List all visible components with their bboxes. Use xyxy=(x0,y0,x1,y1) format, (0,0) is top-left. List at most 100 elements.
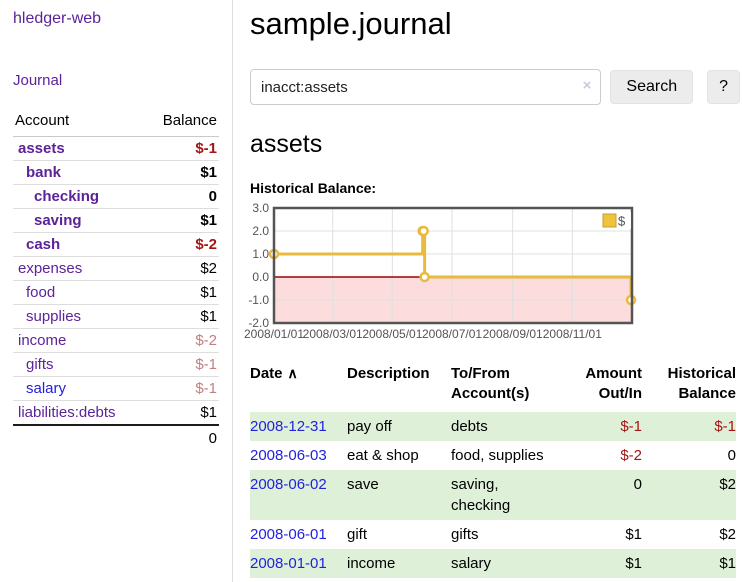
clear-search-icon[interactable]: × xyxy=(582,77,592,94)
register-balance: $-1 xyxy=(714,417,736,435)
account-heading: assets xyxy=(250,130,323,158)
app-title-link[interactable]: hledger-web xyxy=(13,10,102,27)
svg-text:0.0: 0.0 xyxy=(252,270,269,284)
account-row: assets $-1 xyxy=(13,137,219,161)
register-amount: $-2 xyxy=(620,446,642,464)
register-date-link[interactable]: 2008-12-31 xyxy=(250,417,327,435)
register-amount: $1 xyxy=(625,525,642,543)
register-amount: 0 xyxy=(633,475,642,493)
register-row: 2008-06-01 gift gifts $1 $2 xyxy=(250,520,736,549)
svg-text:3.0: 3.0 xyxy=(252,201,269,215)
account-link[interactable]: liabilities:debts xyxy=(18,404,116,421)
register-accounts: food, supplies xyxy=(451,446,544,464)
register-amount: $1 xyxy=(625,554,642,572)
account-link[interactable]: expenses xyxy=(18,260,83,277)
account-balance: $-1 xyxy=(144,376,219,401)
register-accounts: saving, checking xyxy=(451,475,511,514)
sort-asc-icon: ∧ xyxy=(287,365,298,381)
register-header-date[interactable]: Date ∧ xyxy=(250,364,347,412)
register-balance: $1 xyxy=(719,554,736,572)
help-button[interactable]: ? xyxy=(707,70,740,104)
register-description: gift xyxy=(347,525,368,543)
sidebar: hledger-web Journal Account Balance asse… xyxy=(0,0,233,582)
search-input[interactable] xyxy=(250,69,602,105)
register-table: Date ∧ Description To/From Account(s) Amo… xyxy=(250,364,736,578)
account-row: bank $1 xyxy=(13,160,219,185)
register-date-link[interactable]: 2008-06-01 xyxy=(250,525,327,543)
account-link[interactable]: supplies xyxy=(26,308,82,325)
account-link[interactable]: saving xyxy=(34,212,82,229)
register-accounts: gifts xyxy=(451,525,479,543)
register-balance: $2 xyxy=(719,475,736,493)
account-row: checking 0 xyxy=(13,184,219,209)
register-description: save xyxy=(347,475,379,493)
accounts-balance-table: Account Balance assets $-1 bank $1 check… xyxy=(13,110,219,451)
register-amount: $-1 xyxy=(620,417,642,435)
svg-text:2008/09/01: 2008/09/01 xyxy=(483,327,543,341)
register-table-body: 2008-12-31 pay off debts $-1 $-1 2008-06… xyxy=(250,411,736,578)
account-row: salary $-1 xyxy=(13,376,219,401)
register-row: 2008-01-01 income salary $1 $1 xyxy=(250,548,736,578)
svg-text:2008/07/01: 2008/07/01 xyxy=(422,327,482,341)
register-row: 2008-06-02 save saving, checking 0 $2 xyxy=(250,469,736,520)
account-link[interactable]: checking xyxy=(34,188,100,205)
historical-balance-chart: $3.0 2.0 1.0 0.0 -1.0 -2.0 2008/01/01 2008/03/0… xyxy=(244,201,740,347)
account-link[interactable]: food xyxy=(26,284,56,301)
account-link[interactable]: gifts xyxy=(26,356,54,373)
account-row: income $-2 xyxy=(13,328,219,353)
account-balance: $-1 xyxy=(195,140,217,157)
chart-svg: $3.0 2.0 1.0 0.0 -1.0 -2.02008/01/012008/03/0… xyxy=(244,201,637,341)
account-row: saving $1 xyxy=(13,208,219,233)
register-header-accounts: To/From Account(s) xyxy=(451,365,530,403)
register-header-description: Description xyxy=(347,365,430,382)
svg-text:1.0: 1.0 xyxy=(252,247,269,261)
accounts-total-row: 0 xyxy=(13,424,219,451)
svg-text:2008/05/01: 2008/05/01 xyxy=(362,327,422,341)
register-header-date-label: Date xyxy=(250,365,283,382)
search-box: × xyxy=(250,69,602,105)
account-link[interactable]: salary xyxy=(26,380,67,397)
legend-swatch xyxy=(602,213,617,228)
accounts-total: 0 xyxy=(144,424,219,451)
svg-text:2008/11/01: 2008/11/01 xyxy=(543,327,602,341)
account-row: food $1 xyxy=(13,280,219,305)
register-description: pay off xyxy=(347,417,392,435)
accounts-table-body: assets $-1 bank $1 checking 0 saving $1 … xyxy=(13,137,219,451)
svg-text:2.0: 2.0 xyxy=(252,224,269,238)
account-row: supplies $1 xyxy=(13,304,219,329)
svg-text:-2.0: -2.0 xyxy=(248,316,269,330)
account-balance: 0 xyxy=(144,184,219,209)
account-balance: $-2 xyxy=(144,328,219,353)
register-accounts: debts xyxy=(451,417,488,435)
sidebar-item-journal[interactable]: Journal xyxy=(13,72,63,89)
register-header-amount: Amount Out/In xyxy=(585,365,642,403)
register-row: 2008-06-03 eat & shop food, supplies $-2… xyxy=(250,441,736,470)
page-title: sample.journal xyxy=(250,6,452,41)
search-button[interactable]: Search xyxy=(610,70,694,104)
register-accounts: salary xyxy=(451,554,492,572)
register-date-link[interactable]: 2008-01-01 xyxy=(250,554,327,572)
chart-title: Historical Balance: xyxy=(250,180,377,196)
legend-label: $ xyxy=(618,214,626,229)
svg-text:2008/03/01: 2008/03/01 xyxy=(303,327,363,341)
account-link[interactable]: bank xyxy=(26,164,62,181)
accounts-column-header: Account xyxy=(13,110,145,137)
register-header-balance: Historical Balance xyxy=(667,365,736,403)
account-link[interactable]: income xyxy=(18,332,67,349)
svg-text:2008/01/01: 2008/01/01 xyxy=(244,327,304,341)
main-content: sample.journal × Search ? assets Histori… xyxy=(244,0,740,578)
account-row: cash $-2 xyxy=(13,232,219,257)
svg-text:-1.0: -1.0 xyxy=(248,293,269,307)
register-balance: 0 xyxy=(727,446,736,464)
account-balance: $1 xyxy=(144,280,219,305)
register-date-link[interactable]: 2008-06-02 xyxy=(250,475,327,493)
register-date-link[interactable]: 2008-06-03 xyxy=(250,446,327,464)
account-row: gifts $-1 xyxy=(13,352,219,377)
balance-column-header: Balance xyxy=(144,110,219,137)
register-row: 2008-12-31 pay off debts $-1 $-1 xyxy=(250,411,736,441)
account-balance: $1 xyxy=(144,400,219,425)
account-link[interactable]: cash xyxy=(26,236,61,253)
account-balance: $-2 xyxy=(144,232,219,257)
account-link[interactable]: assets xyxy=(18,140,65,157)
account-balance: $2 xyxy=(144,256,219,281)
